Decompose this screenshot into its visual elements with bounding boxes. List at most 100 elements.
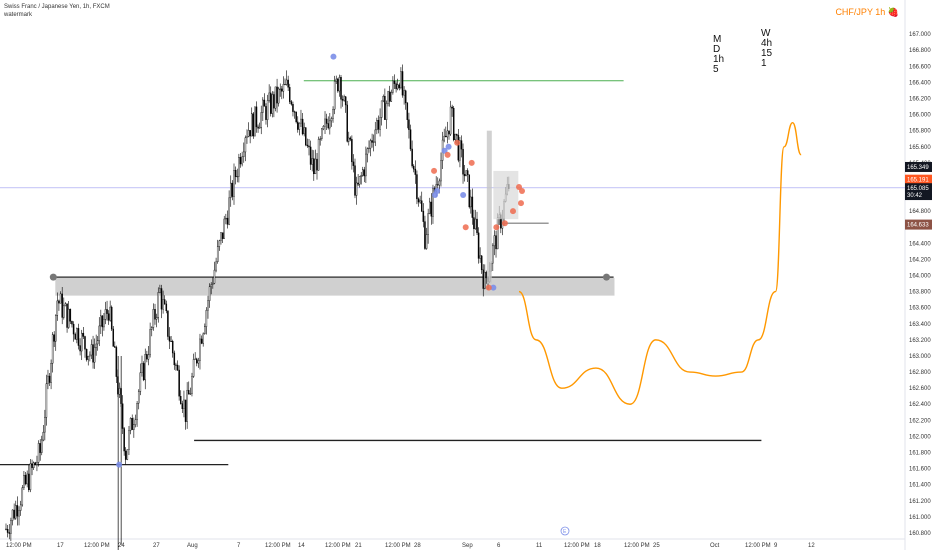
signal-marker-blue[interactable] <box>432 192 439 199</box>
candle-body <box>425 234 428 249</box>
candle-body <box>56 300 59 316</box>
candle-body <box>101 315 104 328</box>
signal-marker-red[interactable] <box>493 224 500 231</box>
candle-body <box>358 175 361 185</box>
candle-body <box>225 217 227 220</box>
candle-body <box>61 293 63 318</box>
event-marker-icon[interactable] <box>560 526 570 536</box>
candle-body <box>213 269 216 284</box>
time-tick-label: 12:00 PM <box>385 543 411 549</box>
candle-body <box>238 157 240 177</box>
candle-body <box>51 334 54 364</box>
candle-body <box>39 443 41 453</box>
candle-body <box>351 139 353 163</box>
candle-body <box>104 309 107 320</box>
candle-body <box>408 119 410 130</box>
signal-marker-red[interactable] <box>431 167 438 174</box>
candle-body <box>454 133 457 141</box>
signal-marker-red[interactable] <box>519 188 525 195</box>
candle-body <box>63 305 65 318</box>
candle-body <box>325 118 328 124</box>
price-tick-label: 162.600 <box>909 386 931 392</box>
candle-body <box>390 92 393 102</box>
candle-body <box>263 99 266 107</box>
candle-body <box>48 375 51 383</box>
candle-body <box>106 309 108 314</box>
candle-body <box>205 309 208 327</box>
candle-body <box>379 117 381 130</box>
candle-body <box>141 363 143 373</box>
candle-body <box>28 473 30 491</box>
candle-body <box>289 87 291 102</box>
support-anchor[interactable] <box>49 273 57 281</box>
candle-body <box>21 487 24 506</box>
projection-path[interactable] <box>518 121 802 405</box>
candle-body <box>207 300 209 311</box>
support-anchor[interactable] <box>603 273 610 281</box>
signal-marker-red[interactable] <box>454 139 461 146</box>
candle-body <box>493 235 496 247</box>
price-label-box <box>905 174 932 185</box>
candle-body <box>36 462 38 466</box>
candle-body <box>466 170 469 175</box>
price-tick-label: 166.800 <box>909 48 931 54</box>
candle-body <box>107 313 110 321</box>
candle-body <box>133 424 135 430</box>
candle-body <box>403 90 405 96</box>
candle-body <box>429 201 431 214</box>
candle-body <box>385 103 388 120</box>
candle-body <box>462 148 464 175</box>
price-tick-label: 165.600 <box>909 145 931 151</box>
candle-body <box>159 288 161 293</box>
candle-body <box>29 463 32 491</box>
candle-body <box>260 112 262 128</box>
price-tick-label: 164.000 <box>909 274 931 280</box>
signal-marker-blue[interactable] <box>445 143 452 150</box>
candle-body <box>231 182 234 197</box>
signal-marker-blue[interactable] <box>116 461 123 468</box>
signal-marker-red[interactable] <box>518 200 524 207</box>
signal-marker-red[interactable] <box>485 284 492 291</box>
signal-marker-blue[interactable] <box>490 284 497 291</box>
candle-body <box>152 309 155 328</box>
candle-body <box>368 147 370 149</box>
candle-body <box>96 340 99 345</box>
signal-marker-red[interactable] <box>510 208 516 215</box>
candle-body <box>163 299 166 305</box>
signal-marker-red[interactable] <box>501 220 508 227</box>
signal-marker-blue[interactable] <box>330 53 337 60</box>
candle-body <box>343 96 345 101</box>
candle-body <box>271 94 274 114</box>
candle-body <box>316 158 318 171</box>
candle-body <box>208 286 211 301</box>
candle-body <box>277 88 280 104</box>
candle-body <box>171 340 174 354</box>
candle-body <box>446 130 449 138</box>
candle-body <box>241 156 243 165</box>
signal-marker-blue[interactable] <box>460 192 467 199</box>
signal-marker-red[interactable] <box>468 159 475 166</box>
candle-body <box>8 532 11 534</box>
candle-body <box>129 418 132 431</box>
signal-marker-red[interactable] <box>462 224 469 231</box>
candle-body <box>298 122 301 130</box>
position-tool-bar[interactable] <box>486 130 492 284</box>
candle-body <box>37 443 40 463</box>
candle-body <box>41 439 43 453</box>
support-zone[interactable] <box>55 277 615 296</box>
candle-body <box>77 328 80 346</box>
candle-body <box>82 332 85 337</box>
signal-marker-red[interactable] <box>444 151 451 158</box>
candle-body <box>301 118 304 135</box>
price-tick-label: 166.400 <box>909 80 931 86</box>
price-tick-label: 164.800 <box>909 209 931 215</box>
price-tick-label: 161.200 <box>909 499 931 505</box>
candle-body <box>417 198 420 203</box>
candle-body <box>50 363 52 383</box>
candle-body <box>420 200 423 212</box>
candle-body <box>178 369 180 397</box>
candle-body <box>74 333 76 340</box>
candle-body <box>329 120 331 129</box>
